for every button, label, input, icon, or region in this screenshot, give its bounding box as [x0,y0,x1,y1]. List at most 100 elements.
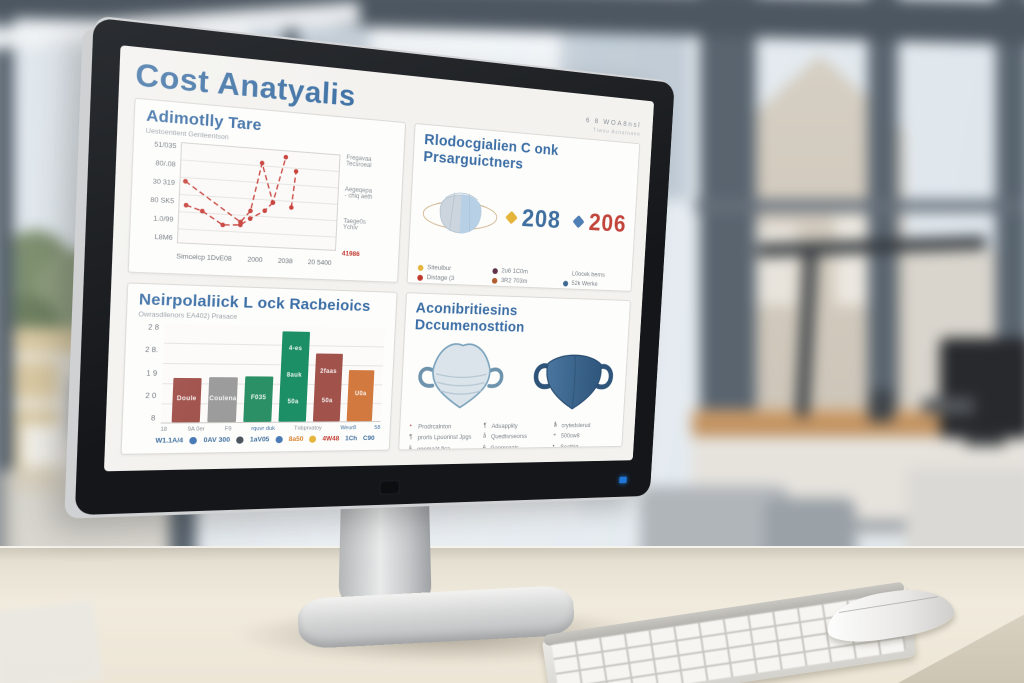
doc-item: ¶ Aduapplity [483,421,547,432]
legend-label: 2u6 1C0m [501,267,529,276]
doc-masks [410,336,619,417]
bar-xaxis: 18 9A 0er F9 rquvr duk Tnbprvatoy Weur8 58 [160,425,380,433]
annotation-line: Ychiv [342,224,358,232]
doc-item-label: Prodrcalnton [418,423,452,431]
bar: U0a [346,369,375,422]
footer-stat: C90 [362,434,375,443]
power-led-icon [619,476,627,484]
y-tick-label: L8M6 [154,233,173,243]
bezel-logo [378,479,401,496]
card-bars: Neirpolaliick L ock Racbeioics Owrasdile… [120,282,398,455]
card-docs: Aconibritiesins Dccumenosttion [398,292,631,451]
bar-yaxis: 2 8 2 8. 1 9 2 0 8 [134,323,165,424]
y-tick-label: 30 319 [152,178,176,188]
bar-chart: 2 8 2 8. 1 9 2 0 8 Doule Coulena F035 4-es 8auk 5… [134,323,386,424]
doc-column: å crytedslerud +500ow8 • Seathig [552,420,614,450]
window-mullion [0,0,14,560]
line-chart: 51/035 80/.08 30 319 80 SK5 1.0/99 L8M6 Frega… [141,139,394,259]
pleated-mask-icon [411,336,510,417]
legend-dot-icon [417,274,424,281]
bar: 4-es 8auk 50a [278,330,310,422]
doc-item: • Seathig [552,441,613,450]
bar-footer: W1.1A/4 0AV 300 1aV05 8a50 4W48 1Ch C90 [155,435,380,445]
legend-item: 3R2 703m [491,277,558,286]
stat-legend: Siteulbur 2u6 1C0m L0ocek berns Distage (3 3… [417,264,623,289]
card-grid: Adimotlly Tare Uestoentient Genteentson … [120,97,641,455]
bar-label: 50a [321,397,333,405]
chart-annotation-red: 41986 [341,250,360,259]
doc-item-label: prorls Lpuorinst Jpgs [417,434,472,442]
y-tick-label: 8 [150,415,156,423]
x-tick-label: 58 [374,425,381,432]
line-notes: Fregavaa Tecsroeal Aegeqepa - chiq aeth Taeg… [336,155,394,260]
surgical-mask-icon [418,167,501,260]
bar-label: F035 [250,395,267,402]
doc-bullet-icon: • [409,423,412,430]
doc-bullet-icon: A [482,444,487,451]
doc-bullet-icon: + [553,433,557,439]
bar: Coulena [207,377,239,423]
legend-label: L0ocek berns [571,270,606,279]
y-tick-label: 51/035 [154,141,177,151]
legend-item: 2u6 1C0m [492,267,558,277]
y-tick-label: 2 8 [148,324,160,332]
background-monitor [940,338,1024,438]
building-window [753,225,797,305]
bar-plot: Doule Coulena F035 4-es 8auk 50a 2faas 50a U0a [160,323,386,424]
y-tick-label: 2 0 [145,392,157,400]
stat-row: 208 206 [504,203,628,238]
doc-item: ¶ prorls Lpuorinst Jpgs [409,432,476,444]
diamond-icon [572,215,585,229]
footer-stat: 4W48 [322,435,340,443]
card-trend: Adimotlly Tare Uestoentient Genteentson … [127,97,407,283]
x-tick-label: 18 [160,426,168,434]
legend-label: Distage (3 [426,274,455,283]
y-tick-label: 2 8. [144,346,159,355]
doc-item: å crytedslerud [554,420,615,431]
background-monitor-stand [965,436,1005,446]
doc-item: • Prodrcalnton [409,421,476,433]
screen: Cost Anatyalis 6 8 WOA8nsl Tiwou Asnatna… [103,45,655,472]
desk-items [922,398,974,414]
x-tick-label: 2038 [277,257,293,266]
bar: 2faas 50a [312,353,343,422]
monitor-bezel: Cost Anatyalis 6 8 WOA8nsl Tiwou Asnatna… [74,17,675,516]
stat-item: 208 [504,203,562,234]
legend-dot-icon [492,267,498,274]
doc-item-label: opcmaàt fica [416,445,451,451]
x-tick-label: 9A 0er [187,426,205,433]
bar-label: 50a [287,399,299,406]
y-tick-label: 1.0/99 [153,215,174,224]
doc-columns: • Prodrcalnton ¶ prorls Lpuorinst Jpgs å opcm… [408,420,614,450]
stat-value: 206 [588,208,628,238]
x-tick-label: F9 [224,426,232,433]
legend-item: 52k Werke [562,280,623,289]
footer-circle-icon [309,435,317,443]
legend-label: Siteulbur [427,264,452,273]
legend-dot-icon [562,280,569,287]
doc-item: A Gaomsgats. [482,442,546,450]
footer-stat: W1.1A/4 [155,437,184,445]
doc-bullet-icon: ¶ [409,434,413,441]
bar-label: 8auk [286,372,302,379]
x-tick-label: Tnbprvatoy [293,425,322,432]
doc-item-label: Quedtsrseorss [490,433,528,441]
chart-annotation: Taege0s Ychiv [343,219,391,234]
dashboard: Cost Anatyalis 6 8 WOA8nsl Tiwou Asnatna… [104,45,654,471]
footer-stat: 1Ch [344,435,358,443]
card-title: Aconibritiesins Dccumenosttion [414,299,525,336]
footer-stat: 8a50 [288,435,304,444]
bar: F035 [243,376,274,422]
legend-item: Siteulbur [417,264,488,274]
x-tick-label: Weur8 [340,425,357,432]
paper-on-desk [0,599,103,683]
y-tick-label: 80/.08 [155,159,176,169]
footer-stat: 1aV05 [249,436,270,444]
doc-item-label: Gaomsgats. [490,444,521,451]
x-tick-label: Simcelcp 1DvE08 [176,253,232,263]
legend-label: 3R2 703m [500,277,528,285]
stat-value: 208 [521,204,562,234]
legend-item: Distage (3 [417,274,486,284]
card-mask-stats: Rlodocgialien C onk Prsarguictners [406,122,641,292]
